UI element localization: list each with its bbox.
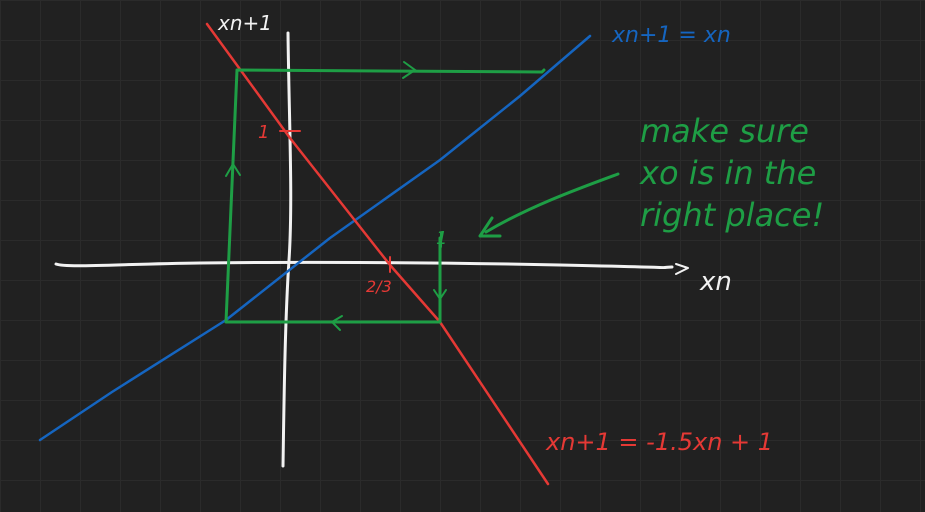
note-line-3: right place! [640,196,824,234]
y-intercept-label: 1 [258,122,269,143]
cobweb-arrow-up [225,162,241,177]
identity-line [38,34,592,442]
x-axis [54,260,674,270]
y-axis-label: xn+1 [217,11,272,35]
function-line [205,22,550,486]
note-line-1: make sure [640,112,809,150]
function-line-label: xn+1 = -1.5xn + 1 [545,428,773,456]
x-intercept-label: 2/3 [366,277,392,296]
x-axis-label: xn [699,267,732,297]
cobweb-arrow-right [402,61,417,79]
cobweb-path [224,68,546,324]
cobweb-arrow-down [433,289,447,301]
x0-label: 1 [436,228,447,249]
note-arrowhead [478,216,502,238]
identity-line-label: xn+1 = xn [611,23,731,48]
y-axis [281,31,293,468]
x-axis-arrowhead [675,263,689,275]
cobweb-arrow-left [330,315,343,331]
note-line-2: xo is in the [639,154,816,192]
note-arrow [484,172,620,234]
